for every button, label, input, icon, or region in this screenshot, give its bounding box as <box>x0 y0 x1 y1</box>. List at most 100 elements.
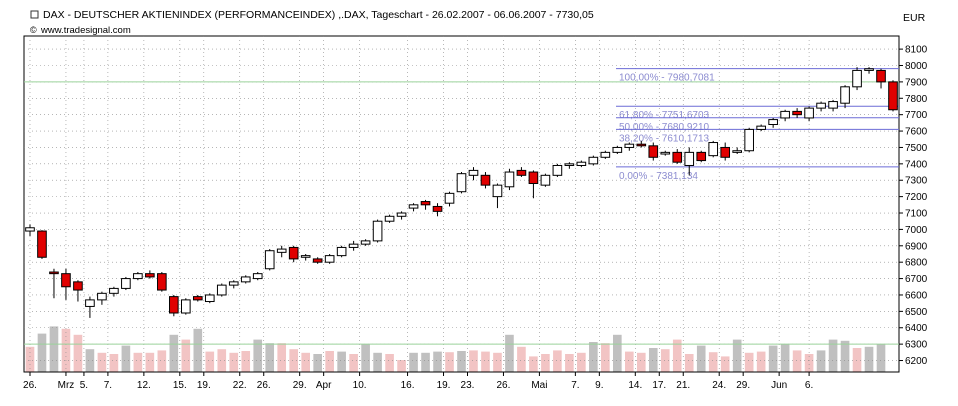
x-tick-label: 26. <box>496 380 510 391</box>
candle-body-up <box>109 287 119 294</box>
volume-bar <box>97 352 107 372</box>
copyright-icon: © <box>30 25 37 35</box>
candle-body-down <box>720 146 731 158</box>
candle-body-up <box>216 284 227 296</box>
candle-body-up <box>576 161 587 166</box>
x-tick-label: 5. <box>80 380 88 391</box>
y-tick-label: 7700 <box>905 110 928 121</box>
volume-bar <box>349 354 358 372</box>
volume-bar <box>121 345 131 372</box>
volume-bar <box>756 351 766 372</box>
candle-body-up <box>85 299 95 307</box>
candle-body-up <box>732 150 743 153</box>
x-tick-label: 6. <box>805 380 813 391</box>
candle-body-up <box>324 255 335 263</box>
x-tick-label: Mrz <box>58 380 75 391</box>
y-tick-label: 6900 <box>905 241 928 252</box>
volume-bar <box>780 344 790 372</box>
candle-body-down <box>288 246 299 260</box>
volume-bar <box>493 352 502 372</box>
volume-bar <box>253 339 263 372</box>
volume-bar <box>876 344 886 372</box>
candle-body-down <box>696 151 707 162</box>
candle-body-up <box>708 142 719 157</box>
candle-body-up <box>336 246 347 257</box>
candle-body-up <box>684 151 695 166</box>
candle-body-up <box>564 163 575 166</box>
volume-bar <box>601 343 610 372</box>
volume-bar <box>289 349 299 372</box>
volume-bar <box>37 333 47 372</box>
candle-body-down <box>888 81 898 111</box>
chart-title: DAX - DEUTSCHER AKTIENINDEX (PERFORMANCE… <box>43 9 594 21</box>
candle-body-up <box>492 184 503 198</box>
volume-bar <box>589 342 598 372</box>
volume-bar <box>744 352 754 372</box>
candle-body-down <box>432 205 443 212</box>
x-tick-label: 15. <box>173 380 187 391</box>
volume-bar <box>205 351 215 372</box>
x-tick-label: 29. <box>736 380 750 391</box>
volume-bar <box>648 348 658 372</box>
volume-bar <box>481 351 490 372</box>
candle-body-up <box>240 276 251 283</box>
volume-bar <box>720 356 730 372</box>
candle-body-up <box>744 128 754 152</box>
volume-bar <box>265 343 275 372</box>
x-tick-label: 26. <box>23 380 37 391</box>
fibonacci-retracement: 100,00% - 7980,7081 61,80% - 7751,670350,… <box>616 68 899 182</box>
candle-body-up <box>444 192 455 204</box>
y-tick-label: 6800 <box>905 258 928 269</box>
volume-bar <box>672 339 682 372</box>
volume-bar <box>505 334 514 372</box>
x-tick-label: 7. <box>571 380 579 391</box>
x-tick-label: Jun <box>771 380 787 391</box>
candle-body-down <box>145 273 155 278</box>
candle-body-up <box>228 281 239 286</box>
y-tick-label: 7900 <box>905 77 928 88</box>
volume-bar <box>636 352 646 372</box>
candle-body-up <box>264 250 275 270</box>
volume-bar <box>816 350 826 372</box>
currency-label: EUR <box>903 12 926 24</box>
volume-bar <box>433 351 442 372</box>
x-tick-label: 16. <box>401 380 415 391</box>
volume-bar <box>409 352 418 372</box>
candle-body-up <box>25 227 35 232</box>
candle-body-down <box>49 271 59 275</box>
candle-body-up <box>204 294 215 303</box>
x-tick-label: 24. <box>712 380 726 391</box>
y-tick-label: 7800 <box>905 94 928 105</box>
candle-body-down <box>672 151 683 163</box>
grid <box>23 35 900 373</box>
volume-bar <box>73 334 83 372</box>
volume-bar <box>133 352 143 372</box>
volume-bar <box>241 351 251 372</box>
volume-bar <box>517 346 526 372</box>
volume-bar <box>804 354 814 372</box>
volume-bar <box>373 352 382 372</box>
candle-body-up <box>133 273 143 280</box>
candle-body-up <box>408 204 419 209</box>
volume-bar <box>217 349 227 372</box>
volume-bar <box>169 334 179 372</box>
candle-body-up <box>768 119 778 126</box>
fib-level-label: 0,00% - 7381,134 <box>619 171 698 182</box>
volume-bar <box>301 352 310 372</box>
y-tick-label: 6700 <box>905 274 928 285</box>
volume-bar <box>181 339 191 372</box>
candle-body-up <box>252 273 263 280</box>
x-tick-label: 12. <box>137 380 151 391</box>
candle-body-up <box>360 240 371 245</box>
volume-bar <box>385 354 394 372</box>
candle-body-down <box>61 273 71 288</box>
volume-bar <box>85 349 95 372</box>
volume-bar <box>864 346 874 372</box>
candle-body-up <box>780 110 790 119</box>
candle-body-up <box>468 169 479 176</box>
candle-body-up <box>600 151 611 158</box>
y-tick-label: 7600 <box>905 127 928 138</box>
candle-body-up <box>864 68 874 71</box>
volume-bar <box>660 349 670 372</box>
